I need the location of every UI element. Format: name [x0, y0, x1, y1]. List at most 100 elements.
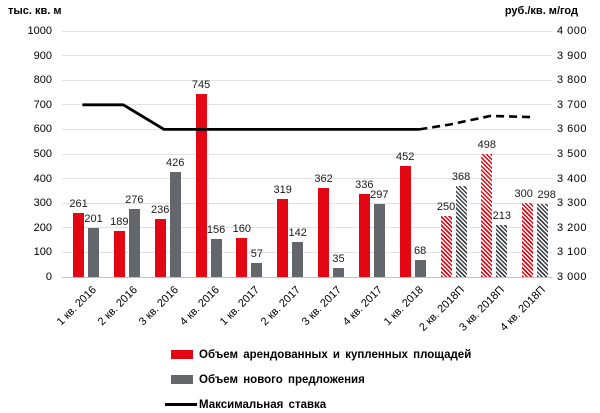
y-axis-tick-left: 800	[33, 74, 52, 87]
y-axis-tick-left: 400	[33, 172, 52, 185]
y-axis-tick-right: 3 400	[557, 172, 588, 185]
max-rate-line-forecast-dashed	[419, 114, 532, 131]
bar-leased	[236, 237, 248, 277]
y-axis-tick-right: 4 000	[557, 25, 588, 37]
bar-value-label: 142	[288, 227, 307, 240]
bar-leased	[195, 93, 207, 277]
x-axis-label: 4 кв. 2017	[340, 284, 385, 329]
gridline	[62, 55, 552, 57]
bar-new-supply	[210, 238, 222, 277]
y-axis-tick-left: 100	[33, 246, 52, 259]
bar-value-label: 276	[125, 194, 144, 207]
legend-label-new-supply: Объем нового предложения	[199, 373, 365, 386]
bar-value-label: 68	[414, 245, 427, 258]
bar-value-label: 452	[395, 150, 415, 163]
x-axis-label: 2 кв. 2016	[95, 284, 140, 329]
x-axis-label: 1 кв. 2016	[54, 284, 99, 329]
bar-value-label: 336	[355, 179, 374, 192]
bar-value-label: 189	[110, 215, 129, 228]
bar-leased	[154, 218, 166, 277]
gridline	[62, 104, 552, 106]
y-axis-tick-left: 500	[33, 148, 52, 160]
bar-new-supply	[537, 203, 549, 277]
bar-value-label: 300	[514, 188, 533, 201]
legend-swatch-new-supply	[171, 375, 193, 384]
bar-leased	[277, 198, 289, 277]
y-axis-tick-right: 3 200	[557, 221, 588, 234]
y-axis-tick-left: 0	[45, 271, 52, 283]
x-axis-label: 4 кв. 2016	[177, 284, 222, 329]
x-axis-label: 2 кв. 2017	[258, 284, 304, 329]
y-axis-tick-right: 3 300	[557, 197, 588, 210]
gridline	[62, 30, 552, 32]
y-axis-tick-left: 900	[33, 49, 52, 62]
bar-new-supply	[251, 262, 263, 277]
bar-leased	[358, 194, 370, 277]
y-axis-tick-left: 600	[33, 123, 52, 136]
bar-value-label: 35	[332, 253, 345, 266]
bar-value-label: 261	[69, 197, 88, 210]
legend-item-new-supply: Объем нового предложения	[171, 367, 471, 392]
gridline	[62, 251, 552, 253]
bar-new-supply	[88, 227, 100, 277]
bar-value-label: 57	[250, 247, 263, 260]
gridline	[62, 202, 552, 204]
bar-value-label: 362	[314, 172, 333, 185]
bar-value-label: 201	[84, 212, 103, 225]
y-axis-tick-right: 3 000	[557, 271, 588, 283]
bar-leased	[440, 215, 452, 277]
legend-item-leased: Объем арендованных и купленных площадей	[171, 342, 471, 367]
bar-leased	[522, 203, 534, 277]
bar-value-label: 250	[436, 200, 456, 213]
bar-new-supply	[128, 209, 140, 277]
bar-new-supply	[455, 186, 467, 277]
bar-new-supply	[333, 268, 345, 277]
y-axis-tick-left: 300	[33, 197, 52, 210]
legend: Объем арендованных и купленных площадей …	[165, 342, 471, 413]
gridline	[62, 227, 552, 229]
legend-label-max-rate: Максимальная ставка	[199, 398, 327, 411]
bar-new-supply	[373, 203, 385, 277]
bar-new-supply	[414, 260, 426, 277]
y-axis-tick-right: 3 700	[557, 98, 588, 111]
y-axis-tick-left: 1000	[27, 25, 52, 37]
y-axis-tick-left: 200	[33, 221, 52, 234]
bar-value-label: 156	[206, 223, 226, 236]
bar-value-label: 236	[150, 203, 170, 216]
y-axis-tick-right: 3 100	[557, 246, 588, 259]
x-axis-label: 1 кв. 2017	[218, 284, 263, 329]
bar-value-label: 745	[191, 78, 211, 91]
bar-value-label: 160	[232, 222, 252, 235]
bar-value-label: 297	[370, 188, 389, 201]
bar-leased	[318, 187, 330, 277]
gridline	[62, 178, 552, 180]
max-rate-line-solid	[82, 103, 420, 131]
left-axis-title: тыс. кв. м	[8, 5, 62, 17]
y-axis-tick-right: 3 900	[557, 49, 588, 62]
y-axis-tick-right: 3 600	[557, 123, 588, 136]
x-axis-label: 3 кв. 2017	[299, 284, 344, 329]
bar-value-label: 368	[451, 171, 471, 184]
bar-new-supply	[496, 224, 508, 277]
bar-leased	[481, 154, 493, 277]
bar-value-label: 498	[477, 139, 497, 152]
y-axis-tick-right: 3 500	[557, 148, 588, 160]
bar-value-label: 298	[537, 188, 556, 201]
legend-swatch-leased	[171, 350, 193, 359]
gridline	[62, 79, 552, 81]
bar-leased	[113, 230, 125, 277]
bar-value-label: 213	[492, 209, 512, 222]
bar-leased	[73, 212, 85, 277]
gridline	[62, 153, 552, 155]
y-axis-tick-left: 700	[33, 98, 52, 111]
bar-leased	[399, 165, 411, 277]
gridline	[62, 276, 552, 278]
legend-swatch-max-rate-line	[165, 403, 197, 406]
bar-new-supply	[292, 242, 304, 277]
right-axis-title: руб./кв. м/год	[504, 5, 578, 17]
bar-value-label: 426	[165, 157, 185, 170]
legend-item-max-rate: Максимальная ставка	[165, 392, 471, 413]
gridline	[62, 128, 552, 130]
